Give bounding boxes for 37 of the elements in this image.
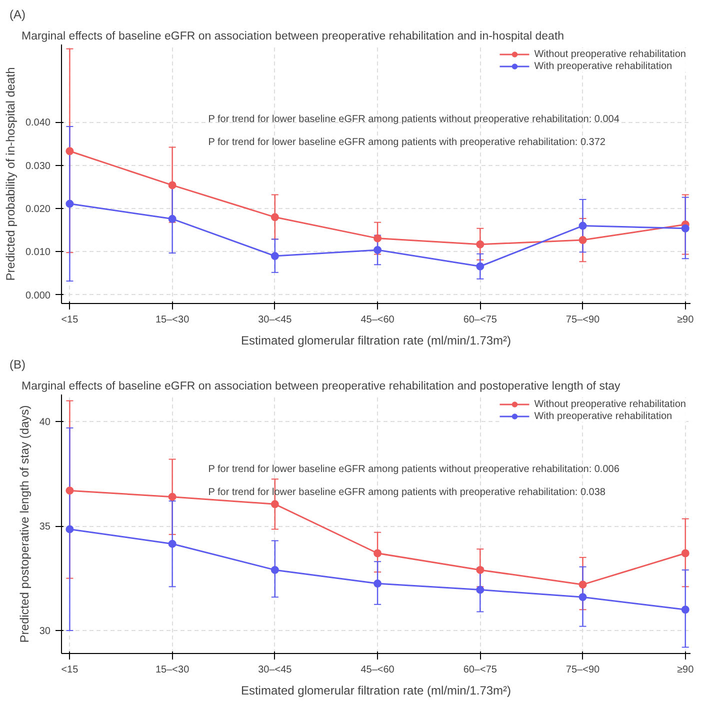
- y-axis-title: Predicted probability of in-hospital death: [3, 67, 18, 281]
- y-tick-label: 40: [39, 417, 51, 428]
- y-tick-label: 0.010: [25, 247, 51, 258]
- y-tick-label: 0.030: [25, 160, 51, 172]
- legend-label: With preoperative rehabilitation: [534, 60, 672, 72]
- chart-title: Marginal effects of baseline eGFR on association between preoperative rehabilitation and postoperative length of stay: [22, 380, 621, 392]
- x-tick-label: 45–<60: [360, 314, 395, 326]
- legend-label: Without preoperative rehabilitation: [534, 398, 686, 410]
- y-tick-label: 0.000: [25, 290, 51, 302]
- x-tick-label: 45–<60: [360, 664, 395, 676]
- x-tick-label: 60–<75: [463, 664, 498, 676]
- x-tick-label: <15: [61, 664, 79, 676]
- x-tick-label: <15: [61, 314, 79, 326]
- x-tick-label: 30–<45: [258, 664, 292, 676]
- legend-label: Without preoperative rehabilitation: [534, 48, 686, 60]
- x-tick-label: 30–<45: [258, 314, 292, 326]
- x-tick-label: 75–<90: [566, 314, 600, 326]
- x-tick-label: ≥90: [677, 664, 694, 676]
- annotation: P for trend for lower baseline eGFR among patients without preoperative rehabilitation: 0.006: [208, 464, 620, 475]
- annotation: P for trend for lower baseline eGFR among patients with preoperative rehabilitation: 0.372: [208, 137, 606, 148]
- x-tick-label: 60–<75: [463, 314, 498, 326]
- text: (B): [10, 358, 26, 372]
- y-tick-label: 30: [39, 626, 51, 638]
- text: (A): [10, 8, 26, 22]
- legend-label: With preoperative rehabilitation: [534, 410, 672, 422]
- y-axis-title: Predicted postoperative length of stay (days): [17, 405, 32, 643]
- x-axis-title: Estimated glomerular filtration rate (ml/min/1.73m²): [240, 334, 512, 348]
- annotation: P for trend for lower baseline eGFR among patients without preoperative rehabilitation: 0.004: [208, 114, 620, 125]
- x-tick-label: 15–<30: [155, 664, 190, 676]
- y-tick-label: 0.040: [25, 118, 51, 129]
- y-tick-label: 35: [39, 522, 51, 533]
- x-tick-label: 15–<30: [155, 314, 190, 326]
- y-tick-label: 0.020: [25, 204, 51, 216]
- x-axis-title: Estimated glomerular filtration rate (ml/min/1.73m²): [240, 684, 512, 698]
- chart-title: Marginal effects of baseline eGFR on association between preoperative rehabilitation and in-hospital death: [22, 30, 564, 42]
- x-tick-label: 75–<90: [566, 664, 600, 676]
- x-tick-label: ≥90: [677, 314, 694, 326]
